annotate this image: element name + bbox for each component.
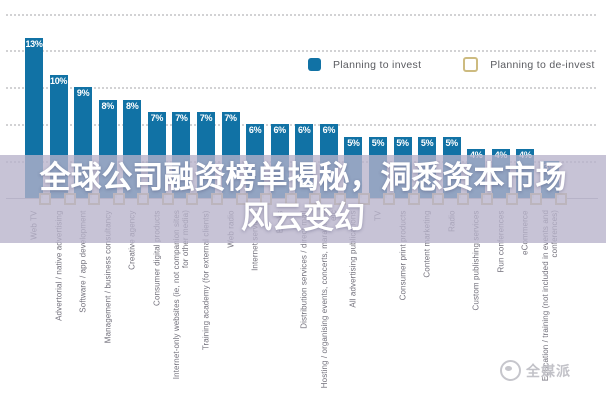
bar-value-label: 4% — [467, 150, 485, 160]
bar-value-label: 6% — [248, 125, 262, 136]
headline-line-1: 全球公司融资榜单揭秘，洞悉资本市场 — [39, 160, 567, 195]
bar-value-label: 8% — [126, 100, 139, 111]
gridline-12pct — [6, 50, 596, 53]
bar-value-label: 9% — [76, 88, 90, 99]
chart-legend: Planning to invest Planning to de-invest — [308, 57, 595, 72]
bar-value-label: 5% — [445, 137, 458, 148]
gridline-9pct — [6, 87, 596, 90]
gridline-15pct — [6, 13, 596, 16]
bar-value-label: 5% — [347, 137, 360, 148]
invest-swatch-icon — [308, 58, 321, 71]
bar-value-label: 7% — [224, 112, 237, 123]
watermark: 全媒派 — [500, 360, 571, 381]
bar-value-label: 13% — [25, 39, 43, 50]
legend-item-invest: Planning to invest — [308, 58, 421, 71]
legend-deinvest-label: Planning to de-invest — [490, 58, 595, 71]
watermark-text: 全媒派 — [526, 362, 571, 379]
bar-value-label: 10% — [50, 76, 68, 86]
bar-value-label: 5% — [420, 137, 434, 148]
bar-value-label: 5% — [396, 137, 409, 148]
bar-value-label: 4% — [516, 150, 534, 160]
headline-band — [0, 155, 606, 243]
bar-value-label: 7% — [150, 112, 164, 123]
bar-value-label: 8% — [101, 100, 114, 111]
legend-invest-label: Planning to invest — [333, 58, 422, 71]
bar-value-label: 6% — [322, 125, 336, 136]
bar-value-label: 7% — [199, 112, 213, 123]
legend-item-deinvest: Planning to de-invest — [463, 57, 594, 72]
bar-value-label: 7% — [175, 112, 188, 123]
bar-value-label: 5% — [371, 137, 385, 148]
watermark-logo-icon — [500, 360, 521, 381]
bar-value-label: 6% — [298, 125, 311, 136]
bar-value-label: 4% — [492, 150, 510, 160]
bar-value-label: 6% — [273, 125, 286, 136]
headline-line-2: 风云变幻 — [241, 200, 365, 235]
deinvest-swatch-icon — [463, 57, 479, 72]
headline-text: 全球公司融资榜单揭秘，洞悉资本市场 风云变幻 — [0, 158, 606, 238]
